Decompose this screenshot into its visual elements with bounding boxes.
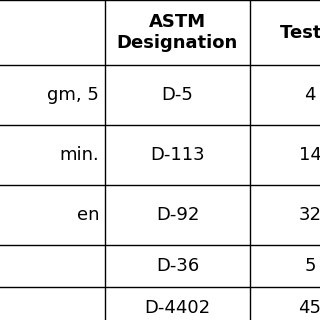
- Text: 5: 5: [304, 257, 316, 275]
- Text: gm, 5: gm, 5: [47, 86, 99, 104]
- Text: D-5: D-5: [162, 86, 193, 104]
- Text: D-36: D-36: [156, 257, 199, 275]
- Text: D-113: D-113: [150, 146, 205, 164]
- Text: D-92: D-92: [156, 206, 199, 224]
- Text: ASTM
Designation: ASTM Designation: [117, 13, 238, 52]
- Text: Test n: Test n: [280, 23, 320, 42]
- Text: D-4402: D-4402: [144, 299, 211, 317]
- Text: 14: 14: [299, 146, 320, 164]
- Text: min.: min.: [59, 146, 99, 164]
- Text: 32: 32: [299, 206, 320, 224]
- Text: 4: 4: [304, 86, 316, 104]
- Text: 45: 45: [299, 299, 320, 317]
- Text: en: en: [76, 206, 99, 224]
